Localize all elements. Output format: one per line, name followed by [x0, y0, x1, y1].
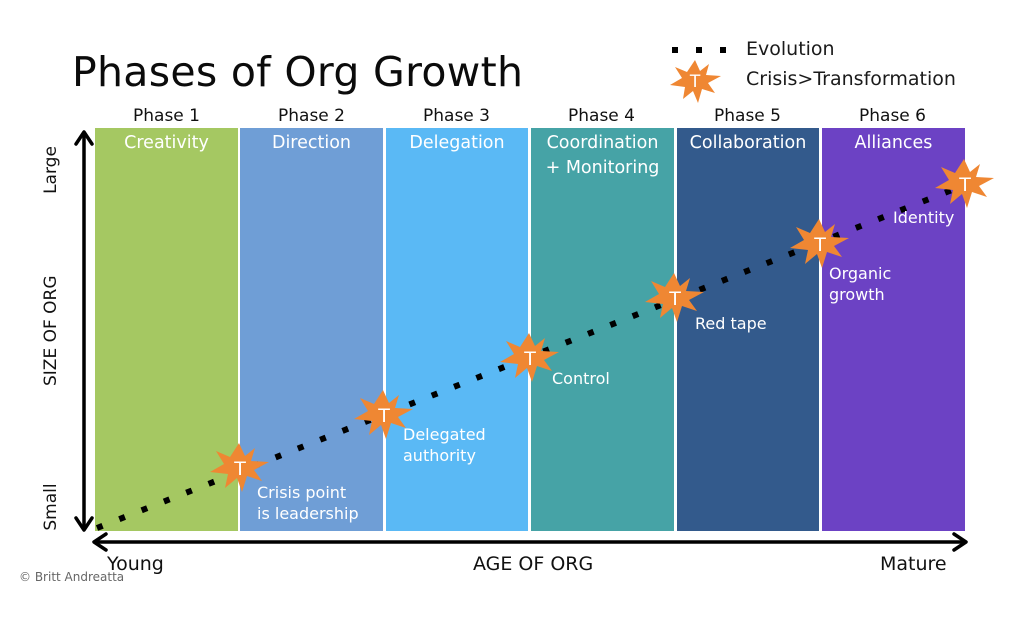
- x-axis-title: AGE OF ORG: [473, 553, 594, 575]
- phase-5-name: Collaboration: [689, 133, 807, 153]
- crisis-star-5: T: [790, 219, 849, 268]
- phase-3-column: Delegation: [386, 128, 528, 531]
- dotted-line-icon: [672, 47, 732, 55]
- phase-6-name: Alliances: [854, 133, 933, 153]
- phase-4-header: Phase 4: [568, 106, 635, 126]
- crisis-star-2: T: [354, 390, 413, 439]
- svg-text:T: T: [668, 288, 681, 310]
- y-axis-low-label: Small: [41, 483, 61, 531]
- page-title: Phases of Org Growth: [72, 48, 524, 96]
- phase-4-name: Coordination + Monitoring: [545, 133, 660, 178]
- crisis-label-1: Crisis point is leadership: [257, 483, 359, 523]
- phase-1-name: Creativity: [124, 133, 209, 153]
- crisis-star-6: T: [935, 159, 994, 208]
- phase-3-name: Delegation: [409, 133, 505, 153]
- phase-6-header: Phase 6: [859, 106, 926, 126]
- phase-2-header: Phase 2: [278, 106, 345, 126]
- svg-text:T: T: [233, 458, 246, 480]
- svg-text:T: T: [958, 174, 971, 196]
- crisis-star-1: T: [210, 443, 269, 492]
- y-axis-title: SIZE OF ORG: [41, 275, 61, 386]
- copyright-text: © Britt Andreatta: [19, 570, 125, 584]
- crisis-label-5: Organic growth: [829, 264, 892, 304]
- x-axis-low-label: Young: [107, 553, 164, 575]
- legend-evolution-label: Evolution: [746, 38, 835, 60]
- phase-3-header: Phase 3: [423, 106, 490, 126]
- crisis-label-4: Red tape: [695, 314, 767, 333]
- legend-crisis-label: Crisis>Transformation: [746, 68, 956, 90]
- phase-6-column: Alliances: [822, 128, 965, 531]
- x-axis-arrow: [92, 532, 968, 552]
- phase-4-column: Coordination + Monitoring: [531, 128, 674, 531]
- crisis-label-3: Control: [552, 369, 610, 388]
- y-axis-arrow: [74, 130, 94, 532]
- crisis-star-3: T: [500, 333, 559, 382]
- svg-text:T: T: [813, 234, 826, 256]
- y-axis-high-label: Large: [41, 146, 61, 194]
- crisis-label-6: Identity: [893, 208, 955, 227]
- phase-2-name: Direction: [271, 133, 352, 153]
- starburst-icon: T: [670, 60, 721, 103]
- phase-5-header: Phase 5: [714, 106, 781, 126]
- svg-text:T: T: [377, 405, 390, 427]
- crisis-label-2: Delegated authority: [403, 425, 486, 465]
- phase-5-column: Collaboration: [677, 128, 819, 531]
- phase-1-header: Phase 1: [133, 106, 200, 126]
- svg-text:T: T: [523, 348, 536, 370]
- x-axis-high-label: Mature: [880, 553, 947, 575]
- phase-1-column: Creativity: [95, 128, 238, 531]
- svg-text:T: T: [689, 72, 701, 92]
- crisis-star-4: T: [645, 273, 704, 322]
